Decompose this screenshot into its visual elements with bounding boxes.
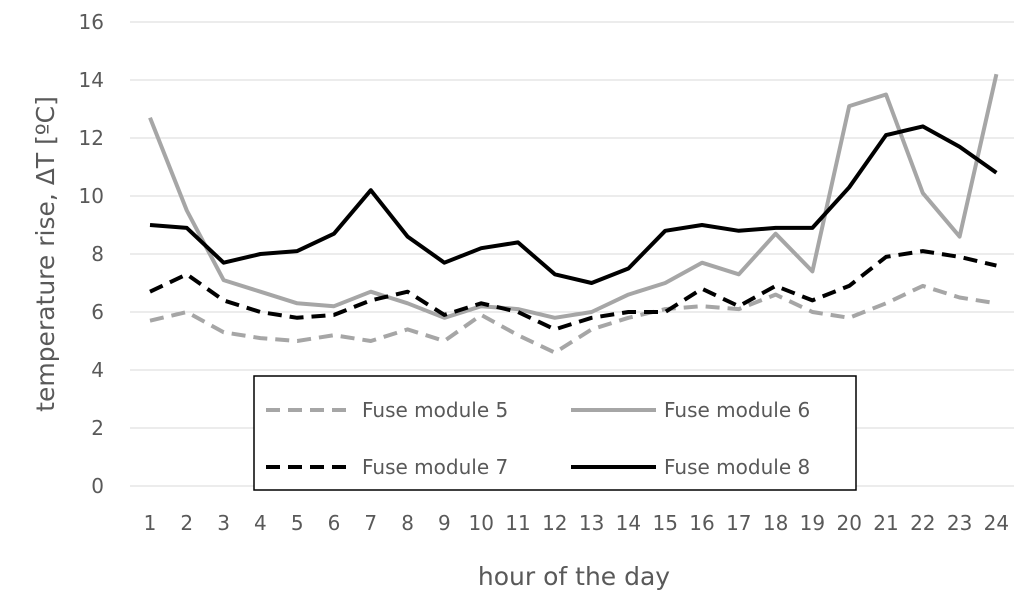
y-axis-ticks: 0 2 4 6 8 10 12 14 16 [79, 10, 104, 498]
y-axis-title: temperature rise, ΔT [ºC] [31, 96, 60, 412]
x-tick-label: 12 [542, 511, 567, 535]
x-tick-label: 24 [984, 511, 1009, 535]
x-tick-label: 5 [291, 511, 304, 535]
series-lines [148, 73, 999, 355]
x-tick-label: 21 [873, 511, 898, 535]
x-tick-label: 19 [800, 511, 825, 535]
legend-box [253, 375, 857, 491]
legend: Fuse module 5 Fuse module 6 Fuse module … [253, 375, 857, 491]
x-tick-label: 11 [505, 511, 530, 535]
series-line-fuse-module-7 [149, 249, 997, 332]
x-tick-label: 15 [652, 511, 677, 535]
x-tick-label: 8 [401, 511, 414, 535]
x-tick-label: 3 [217, 511, 230, 535]
x-axis-title: hour of the day [478, 562, 670, 591]
x-tick-label: 7 [364, 511, 377, 535]
x-tick-label: 4 [254, 511, 267, 535]
series-line-fuse-module-6 [148, 73, 999, 320]
x-tick-label: 17 [726, 511, 751, 535]
y-tick-label: 12 [79, 126, 104, 150]
y-tick-label: 14 [79, 68, 104, 92]
x-tick-label: 6 [328, 511, 341, 535]
y-tick-label: 0 [91, 474, 104, 498]
x-tick-label: 18 [763, 511, 788, 535]
x-tick-label: 20 [836, 511, 861, 535]
y-tick-label: 6 [91, 300, 104, 324]
x-tick-label: 2 [180, 511, 193, 535]
x-tick-label: 9 [438, 511, 451, 535]
legend-label-fuse-module-7: Fuse module 7 [362, 455, 508, 479]
series-line-fuse-module-8 [149, 124, 998, 285]
y-tick-label: 4 [91, 358, 104, 382]
series-line-fuse-module-5 [149, 283, 997, 355]
x-tick-label: 22 [910, 511, 935, 535]
y-tick-label: 8 [91, 242, 104, 266]
legend-label-fuse-module-8: Fuse module 8 [664, 455, 810, 479]
x-tick-label: 16 [689, 511, 714, 535]
x-tick-label: 1 [144, 511, 157, 535]
y-tick-label: 10 [79, 184, 104, 208]
y-tick-label: 2 [91, 416, 104, 440]
x-axis-ticks: 1 2 3 4 5 6 7 8 9 10 11 12 13 14 15 16 17 18 19 20 21 22 23 24 [144, 511, 1009, 535]
y-tick-label: 16 [79, 10, 104, 34]
legend-label-fuse-module-5: Fuse module 5 [362, 398, 508, 422]
x-tick-label: 13 [579, 511, 604, 535]
x-tick-label: 10 [468, 511, 493, 535]
x-tick-label: 14 [616, 511, 641, 535]
legend-label-fuse-module-6: Fuse module 6 [664, 398, 810, 422]
x-tick-label: 23 [947, 511, 972, 535]
